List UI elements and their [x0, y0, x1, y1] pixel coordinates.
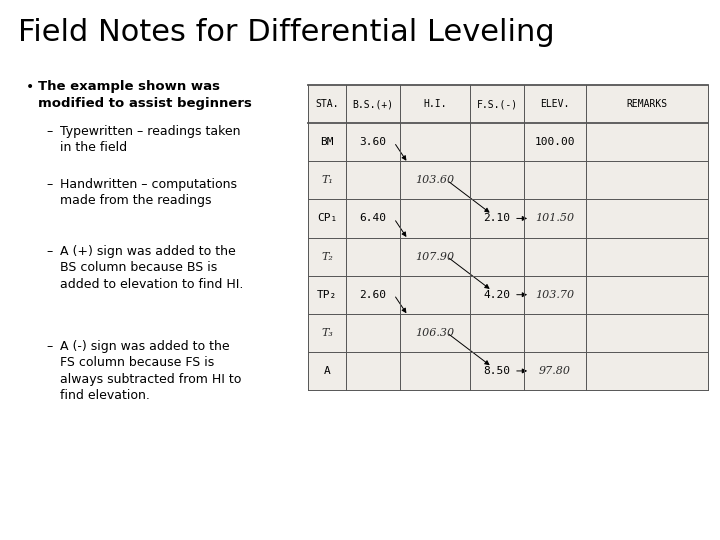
Text: •: •: [26, 80, 35, 94]
Text: 97.80: 97.80: [539, 366, 571, 376]
Text: 103.60: 103.60: [415, 176, 454, 185]
Text: B.S.(+): B.S.(+): [352, 99, 394, 109]
Text: Handwritten – computations
made from the readings: Handwritten – computations made from the…: [60, 178, 237, 207]
Text: 107.90: 107.90: [415, 252, 454, 261]
Text: Typewritten – readings taken
in the field: Typewritten – readings taken in the fiel…: [60, 125, 240, 154]
Text: –: –: [46, 340, 53, 353]
Text: 101.50: 101.50: [536, 213, 575, 224]
Text: 4.20: 4.20: [484, 289, 510, 300]
Text: –: –: [46, 178, 53, 191]
Text: –: –: [46, 125, 53, 138]
Text: BM: BM: [320, 137, 334, 147]
Text: REMARKS: REMARKS: [626, 99, 667, 109]
Text: 103.70: 103.70: [536, 289, 575, 300]
Text: 2.10: 2.10: [484, 213, 510, 224]
Text: Field Notes for Differential Leveling: Field Notes for Differential Leveling: [18, 18, 554, 47]
Text: –: –: [46, 245, 53, 258]
Text: 2.60: 2.60: [359, 289, 387, 300]
Text: 106.30: 106.30: [415, 328, 454, 338]
Text: A: A: [323, 366, 330, 376]
Text: T₃: T₃: [321, 328, 333, 338]
Text: STA.: STA.: [315, 99, 338, 109]
Text: 100.00: 100.00: [535, 137, 575, 147]
Text: T₁: T₁: [321, 176, 333, 185]
Text: A (-) sign was added to the
FS column because FS is
always subtracted from HI to: A (-) sign was added to the FS column be…: [60, 340, 241, 402]
Text: 8.50: 8.50: [484, 366, 510, 376]
Text: H.I.: H.I.: [423, 99, 446, 109]
Text: F.S.(-): F.S.(-): [477, 99, 518, 109]
Text: ELEV.: ELEV.: [540, 99, 570, 109]
Text: A (+) sign was added to the
BS column because BS is
added to elevation to find H: A (+) sign was added to the BS column be…: [60, 245, 243, 291]
Bar: [308, 85, 708, 390]
Text: 6.40: 6.40: [359, 213, 387, 224]
Text: CP₁: CP₁: [317, 213, 337, 224]
Text: T₂: T₂: [321, 252, 333, 261]
Text: 3.60: 3.60: [359, 137, 387, 147]
Text: The example shown was
modified to assist beginners: The example shown was modified to assist…: [38, 80, 252, 110]
Text: TP₂: TP₂: [317, 289, 337, 300]
